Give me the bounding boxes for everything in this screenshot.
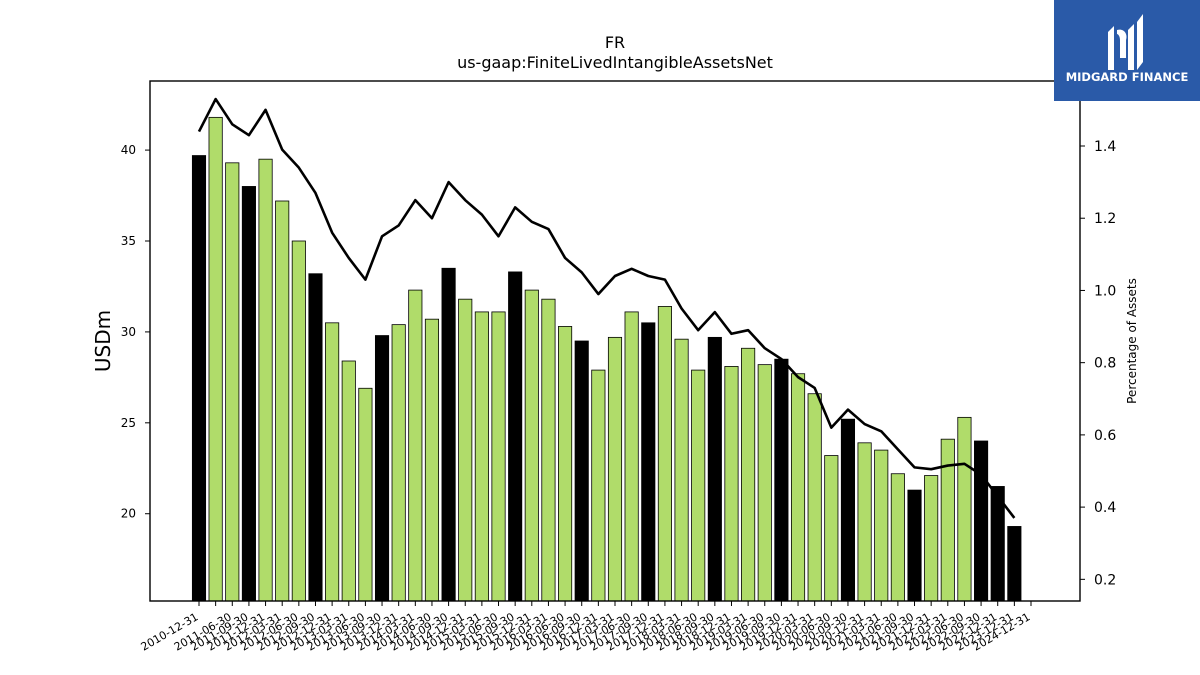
bar bbox=[657, 306, 672, 602]
bar bbox=[974, 440, 989, 602]
y-right-tick-label: 1.4 bbox=[1094, 139, 1116, 155]
y-right-tick-label: 1.2 bbox=[1094, 211, 1116, 227]
bar bbox=[607, 336, 623, 602]
logo-mark-icon bbox=[1108, 14, 1143, 70]
bar bbox=[241, 186, 256, 602]
bar bbox=[624, 311, 639, 602]
bar bbox=[424, 318, 440, 602]
y-right-tick-label: 0.2 bbox=[1094, 572, 1116, 588]
bar bbox=[391, 324, 406, 602]
bar bbox=[458, 298, 473, 602]
bar bbox=[807, 393, 822, 602]
bar-group bbox=[191, 116, 1022, 602]
bar bbox=[874, 449, 889, 602]
bar bbox=[408, 289, 423, 602]
bar bbox=[840, 418, 856, 602]
chart-title: FR bbox=[605, 33, 625, 52]
bar bbox=[924, 475, 939, 602]
bar bbox=[591, 369, 606, 602]
y-right-tick-label: 0.8 bbox=[1094, 356, 1116, 372]
x-axis: 2010-12-312011-06-302011-09-302011-12-31… bbox=[139, 601, 1033, 654]
bar bbox=[691, 369, 706, 602]
bar bbox=[574, 340, 589, 602]
bar bbox=[790, 373, 806, 602]
left-axis: 20 25 30 35 40 bbox=[121, 143, 150, 521]
bar bbox=[508, 271, 523, 602]
logo-text: MIDGARD FINANCE bbox=[1066, 70, 1189, 84]
y-tick-label: 20 bbox=[121, 507, 136, 521]
y-axis-label-left: USDm bbox=[91, 310, 115, 372]
bar bbox=[641, 322, 656, 602]
bar bbox=[225, 162, 240, 602]
bar bbox=[275, 200, 290, 602]
bar bbox=[674, 338, 689, 602]
bar bbox=[558, 326, 573, 602]
bar bbox=[441, 267, 456, 602]
bar bbox=[258, 158, 273, 602]
bar bbox=[358, 387, 373, 602]
bar bbox=[707, 336, 722, 602]
bar bbox=[774, 358, 789, 602]
y-tick-label: 40 bbox=[121, 143, 136, 157]
y-tick-label: 35 bbox=[121, 234, 136, 248]
bar bbox=[325, 322, 340, 602]
y-right-tick-label: 1.0 bbox=[1094, 283, 1116, 299]
y-tick-label: 30 bbox=[121, 325, 136, 339]
bar bbox=[374, 335, 390, 602]
midgard-finance-logo: MIDGARD FINANCE bbox=[1054, 0, 1200, 101]
bar bbox=[524, 289, 539, 602]
bar bbox=[291, 240, 306, 602]
bar bbox=[541, 298, 556, 602]
logo-background bbox=[1054, 0, 1200, 101]
bar bbox=[741, 347, 756, 602]
bar bbox=[857, 442, 872, 602]
y-tick-label: 25 bbox=[121, 416, 136, 430]
bar bbox=[474, 311, 489, 602]
bar bbox=[957, 416, 972, 602]
bar bbox=[757, 364, 772, 602]
bar bbox=[1007, 526, 1022, 602]
y-right-tick-label: 0.6 bbox=[1094, 428, 1116, 444]
y-right-tick-label: 0.4 bbox=[1094, 500, 1116, 516]
percentage-line bbox=[197, 97, 1016, 519]
bar bbox=[308, 273, 323, 602]
bar bbox=[491, 311, 506, 602]
bar bbox=[940, 438, 955, 602]
bar bbox=[724, 366, 739, 602]
bar bbox=[191, 155, 207, 602]
right-axis: 0.2 0.4 0.6 0.8 1.0 1.2 1.4 bbox=[1080, 139, 1116, 588]
chart-subtitle: us-gaap:FiniteLivedIntangibleAssetsNet bbox=[457, 53, 773, 72]
bar bbox=[824, 455, 839, 602]
bar bbox=[890, 473, 905, 602]
bar bbox=[341, 360, 356, 602]
bar bbox=[208, 116, 223, 602]
bar bbox=[907, 489, 922, 602]
y-axis-label-right: Percentage of Assets bbox=[1125, 278, 1139, 404]
